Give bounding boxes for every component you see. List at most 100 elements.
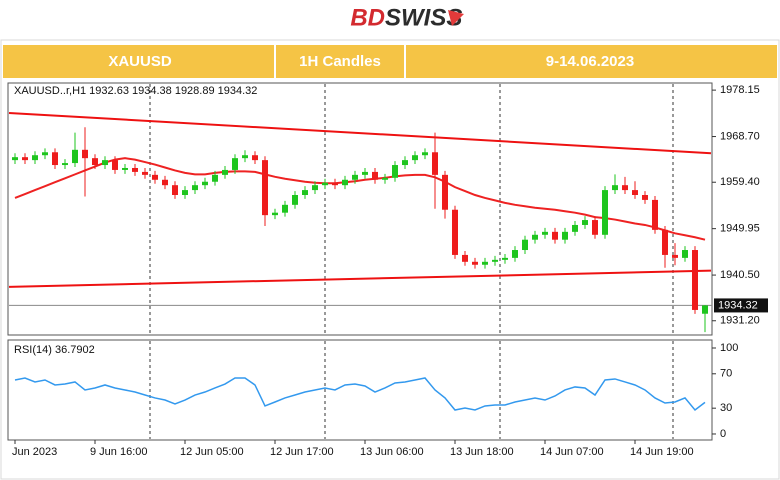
header-cell: XAUUSD — [108, 53, 172, 70]
candle-body — [42, 152, 48, 156]
candle-body — [412, 155, 418, 161]
candle-body — [82, 149, 88, 159]
candle-body — [122, 167, 128, 170]
candle-body — [472, 261, 478, 265]
candle-body — [532, 234, 538, 240]
header-bar — [3, 45, 777, 78]
candle-body — [402, 160, 408, 166]
candle-body — [552, 231, 558, 240]
candle-body — [182, 190, 188, 195]
candle-body — [72, 149, 78, 164]
candle-body — [582, 220, 588, 225]
y-tick-label: 1931.20 — [720, 315, 760, 327]
y-tick-label: 1968.70 — [720, 130, 760, 142]
candle-body — [522, 239, 528, 251]
y-tick-label: 1959.40 — [720, 176, 760, 188]
candle-body — [12, 157, 18, 161]
trendline — [8, 111, 712, 155]
candle-body — [202, 181, 208, 186]
candle-body — [212, 174, 218, 182]
candle-body — [312, 185, 318, 191]
candle-body — [382, 177, 388, 180]
candle-body — [392, 165, 398, 178]
candle-body — [152, 174, 158, 180]
x-tick-label: 13 Jun 06:00 — [360, 446, 424, 458]
candle-body — [172, 185, 178, 195]
trendline — [8, 269, 712, 288]
candle-body — [292, 195, 298, 205]
candle-body — [352, 174, 358, 180]
candle-body — [562, 231, 568, 240]
header-cell: 9-14.06.2023 — [546, 53, 634, 70]
candle-body — [102, 160, 108, 166]
candle-body — [302, 190, 308, 195]
candle-body — [132, 167, 138, 172]
x-tick-label: 14 Jun 07:00 — [540, 446, 604, 458]
candle-body — [232, 158, 238, 170]
candle-body — [142, 171, 148, 175]
x-tick-label: 13 Jun 18:00 — [450, 446, 514, 458]
candle-body — [252, 155, 258, 161]
y-tick-label: 100 — [720, 342, 738, 354]
price-label: XAUUSD..r,H1 1932.63 1934.38 1928.89 193… — [14, 85, 257, 97]
candle-body — [622, 185, 628, 191]
logo-part1: BD — [350, 4, 385, 31]
candle-body — [32, 155, 38, 161]
candle-body — [422, 152, 428, 156]
candle-body — [242, 155, 248, 159]
logo-arrow — [448, 10, 464, 26]
candle-body — [62, 163, 68, 166]
candle-body — [332, 182, 338, 186]
price-pane — [7, 82, 713, 336]
last-price-box — [714, 298, 768, 313]
candle-body — [512, 250, 518, 258]
header-cell: 1H Candles — [299, 53, 381, 70]
candle-body — [282, 204, 288, 213]
y-tick-label: 1949.95 — [720, 223, 760, 235]
y-tick-label: 1978.15 — [720, 84, 760, 96]
candle-body — [342, 179, 348, 186]
candle-body — [692, 250, 698, 310]
candle-body — [262, 160, 268, 216]
x-tick-label: Jun 2023 — [12, 446, 57, 458]
candle-body — [362, 171, 368, 175]
rsi-pane — [7, 339, 713, 441]
logo-part2: SWISS — [385, 4, 462, 31]
candle-body — [642, 195, 648, 200]
x-tick-label: 14 Jun 19:00 — [630, 446, 694, 458]
candle-body — [112, 160, 118, 170]
candle-body — [162, 179, 168, 186]
candle-body — [702, 305, 708, 314]
candle-body — [462, 254, 468, 262]
y-tick-label: 1940.50 — [720, 269, 760, 281]
candle-body — [92, 158, 98, 166]
rsi-label: RSI(14) 36.7902 — [14, 344, 95, 356]
last-price-label: 1934.32 — [718, 299, 758, 311]
moving-average — [14, 157, 706, 241]
candle-body — [432, 152, 438, 175]
candle-body — [652, 199, 658, 230]
candle-body — [602, 190, 608, 235]
candle-body — [612, 185, 618, 191]
candle-body — [192, 185, 198, 191]
candle-body — [22, 157, 28, 161]
candle-body — [572, 224, 578, 232]
candle-body — [482, 261, 488, 265]
y-tick-label: 70 — [720, 368, 732, 380]
y-tick-label: 30 — [720, 402, 732, 414]
candle-body — [52, 152, 58, 166]
candle-body — [322, 182, 328, 186]
frame — [0, 39, 780, 480]
rsi-line — [14, 377, 706, 412]
x-tick-label: 12 Jun 17:00 — [270, 446, 334, 458]
candle-body — [662, 229, 668, 255]
candle-body — [442, 174, 448, 210]
candle-body — [372, 171, 378, 180]
candle-body — [682, 250, 688, 258]
candle-body — [492, 259, 498, 262]
x-tick-label: 9 Jun 16:00 — [90, 446, 148, 458]
candle-body — [272, 212, 278, 216]
candle-body — [502, 257, 508, 260]
candle-body — [452, 209, 458, 255]
